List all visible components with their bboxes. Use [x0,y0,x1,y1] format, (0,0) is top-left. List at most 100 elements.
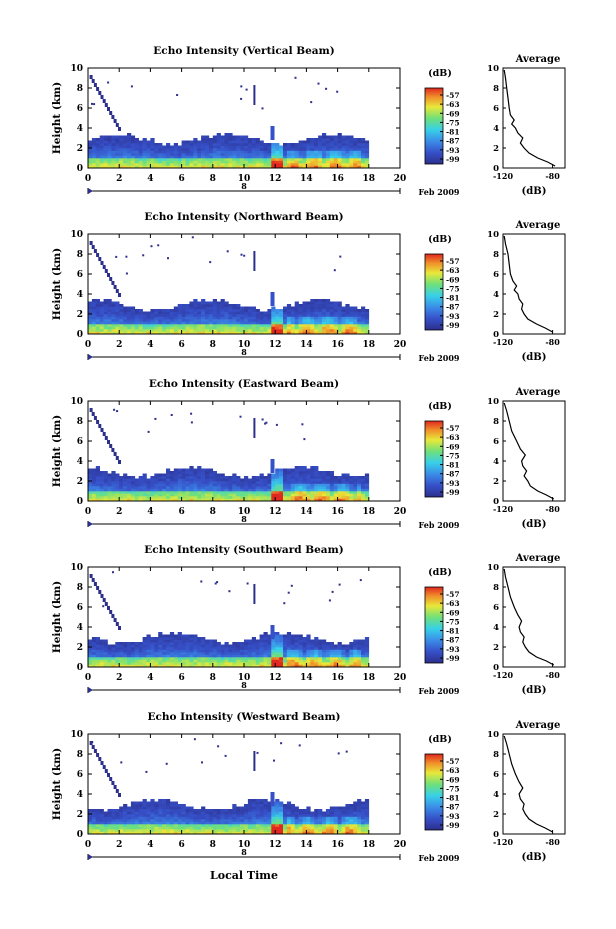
heatmap-cell [333,326,338,330]
heatmap-cell [181,316,186,320]
heatmap-cell [310,299,315,302]
heatmap-cell [177,326,182,330]
heatmap-cell [205,306,210,310]
heatmap-cell [130,824,136,827]
heatmap-cell [322,659,327,663]
heatmap-cell [236,647,241,650]
heatmap-cell [115,481,120,484]
heatmap-cell [275,496,280,499]
heatmap-cell [205,488,210,492]
heatmap-cell [193,649,198,653]
heatmap-cell [181,811,186,815]
heatmap-cell [111,281,115,285]
heatmap-cell [95,481,100,484]
heatmap-cell [115,331,120,335]
heatmap-cell [259,824,264,827]
heatmap-cell [220,331,225,335]
heatmap-cell [99,329,104,332]
heatmap-cell [138,829,143,832]
heatmap-cell [146,642,151,645]
heatmap-cell [95,642,100,645]
heatmap-cell [138,158,143,161]
heatmap-cell [283,319,288,322]
heatmap-cell [181,642,186,645]
heatmap-cell [193,738,196,741]
heatmap-cell [146,150,151,154]
heatmap-cell [177,316,182,320]
heatmap-cell [205,498,210,502]
heatmap-cell [259,831,264,835]
heatmap-cell [177,829,182,832]
heatmap-cell [353,319,358,322]
heatmap-cell [118,793,121,797]
heatmap-cell [333,644,338,648]
heatmap-cell [236,654,241,658]
heatmap-cell [162,634,167,638]
heatmap-cell [283,468,288,472]
heatmap-cell [251,140,256,144]
heatmap-cells [88,408,370,502]
heatmap-cell [166,311,171,315]
heatmap-cell [158,634,163,638]
heatmap-cell [208,153,214,156]
heatmap-cell [169,150,175,154]
heatmap-cell [115,160,120,164]
heatmap-cell [298,642,303,645]
heatmap-cell [294,473,299,477]
heatmap-cell [150,245,153,248]
heatmap-cell [314,644,319,648]
heatmap-cell [357,829,362,832]
heatmap-cell [119,163,124,166]
heatmap-cell [333,160,338,164]
heatmap-cell [115,662,120,665]
heatmap-cell [314,831,319,835]
heatmap-cell [142,831,147,835]
heatmap-cell [322,829,327,832]
heatmap-cell [325,165,331,169]
heatmap-cell [208,476,214,479]
heatmap-cell [197,496,202,499]
heatmap-cell [95,483,100,487]
heatmap-cell [286,639,292,643]
heatmap-cell [306,163,311,166]
heatmap-cell [236,486,241,489]
heatmap-cell [103,311,108,315]
heatmap-cell [228,138,233,141]
heatmap-cell [216,809,221,812]
heatmap-cell [208,319,214,322]
heatmap-cell [228,824,233,827]
heatmap-cell [169,155,175,159]
heatmap-cell [197,478,202,482]
heatmap-cell [134,821,139,825]
heatmap-cell [185,654,190,658]
heatmap-cell [263,659,268,663]
heatmap-cell [169,163,175,166]
heatmap-cell [123,326,128,330]
heatmap-cell [318,486,323,489]
heatmap-cell [185,637,190,640]
heatmap-cell [189,324,194,327]
heatmap-cell [169,478,175,482]
heatmap-cell [263,153,268,156]
heatmap-cell [302,321,307,325]
heatmap-cell [290,659,295,663]
heatmap-cell [123,321,128,325]
heatmap-cell [275,331,280,335]
heatmap-cell [127,806,132,810]
heatmap-cell [244,821,249,825]
heatmap-cell [240,165,245,169]
heatmap-cell [138,811,143,815]
heatmap-cell [169,148,175,151]
heatmap-cell [216,642,221,645]
heatmap-cell [119,148,124,151]
heatmap-cell [345,160,350,164]
heatmap-cell [150,801,155,805]
heatmap-cell [127,478,132,482]
heatmap-cell [251,321,256,325]
heatmap-cell [111,476,116,479]
heatmap-cell [166,654,171,658]
heatmap-cell [127,826,132,830]
heatmap-cell [325,488,331,492]
heatmap-cell [166,158,171,161]
heatmap-cell [150,309,155,312]
